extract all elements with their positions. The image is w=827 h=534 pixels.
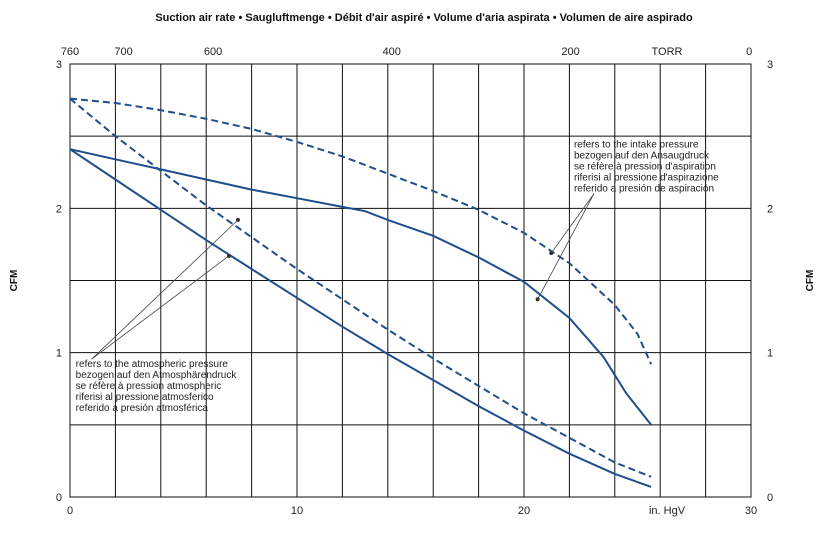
leader-point — [226, 253, 231, 258]
y-axis-left-ticks: 0 1 2 3 — [56, 59, 62, 504]
top-tick-label: TORR — [652, 46, 683, 58]
series-line-3 — [69, 97, 652, 478]
y-right-tick-label: 0 — [767, 492, 773, 504]
x-tick-label: 20 — [518, 505, 530, 517]
y-axis-left-title: CFM — [9, 270, 20, 292]
y-left-tick-label: 3 — [56, 59, 62, 71]
annotation-line: refers to the intake pressure — [574, 140, 699, 151]
annotation-line: refers to the atmospheric pressure — [76, 359, 229, 370]
leader-line — [91, 255, 230, 360]
top-tick-label: 0 — [746, 46, 752, 58]
top-tick-label: 700 — [114, 46, 132, 58]
y-axis-right-title: CFM — [805, 270, 816, 292]
annotation-leaders — [91, 193, 595, 360]
annotation-atmospheric-pressure: refers to the atmospheric pressure bezoge… — [76, 359, 238, 414]
x-tick-label: 0 — [67, 505, 73, 517]
top-tick-label: 600 — [204, 46, 222, 58]
y-left-tick-label: 0 — [56, 492, 62, 504]
top-tick-label: 760 — [61, 46, 79, 58]
y-left-tick-label: 2 — [56, 203, 62, 215]
annotation-line: riferisi al pressione d'aspirazione — [574, 173, 719, 184]
series-line-1 — [69, 97, 653, 365]
x-tick-label: 30 — [745, 505, 757, 517]
data-series — [69, 97, 653, 488]
leader-point — [549, 251, 554, 256]
grid-lines — [70, 64, 751, 497]
annotation-line: referido a presión de aspiración — [574, 184, 714, 195]
leader-line — [91, 219, 239, 360]
annotation-line: se réfère à pression atmospheric — [76, 381, 222, 392]
y-left-tick-label: 1 — [56, 348, 62, 360]
x-axis-ticks: 0 10 20 30 — [67, 505, 757, 517]
leader-line — [537, 193, 595, 300]
series-line-2 — [69, 148, 652, 426]
annotation-line: se réfère à pression d'aspiration — [574, 162, 716, 173]
y-right-tick-label: 1 — [767, 348, 773, 360]
leader-point — [235, 217, 240, 222]
leader-point — [535, 297, 540, 302]
y-axis-right-ticks: 0 1 2 3 — [767, 59, 773, 504]
annotation-line: bezogen auf den Ansaugdruck — [574, 151, 710, 162]
series-line-4 — [69, 148, 652, 488]
x-axis-unit-label: in. HgV — [649, 505, 686, 517]
annotation-intake-pressure: refers to the intake pressure bezogen auf… — [574, 140, 719, 195]
x-tick-label: 10 — [291, 505, 303, 517]
top-tick-label: 400 — [382, 46, 400, 58]
leader-line — [550, 193, 595, 254]
chart-title: Suction air rate • Saugluftmenge • Débit… — [155, 12, 693, 24]
plot-frame — [69, 63, 752, 498]
top-axis-ticks: 760 700 600 400 200 TORR 0 — [61, 46, 752, 58]
top-tick-label: 200 — [561, 46, 579, 58]
y-right-tick-label: 2 — [767, 203, 773, 215]
annotation-line: riferisi al pressione atmosferico — [76, 392, 214, 403]
annotation-line: bezogen auf den Atmosphärendruck — [76, 370, 238, 381]
y-right-tick-label: 3 — [767, 59, 773, 71]
annotation-line: referido a presión atmosférica — [76, 403, 209, 414]
